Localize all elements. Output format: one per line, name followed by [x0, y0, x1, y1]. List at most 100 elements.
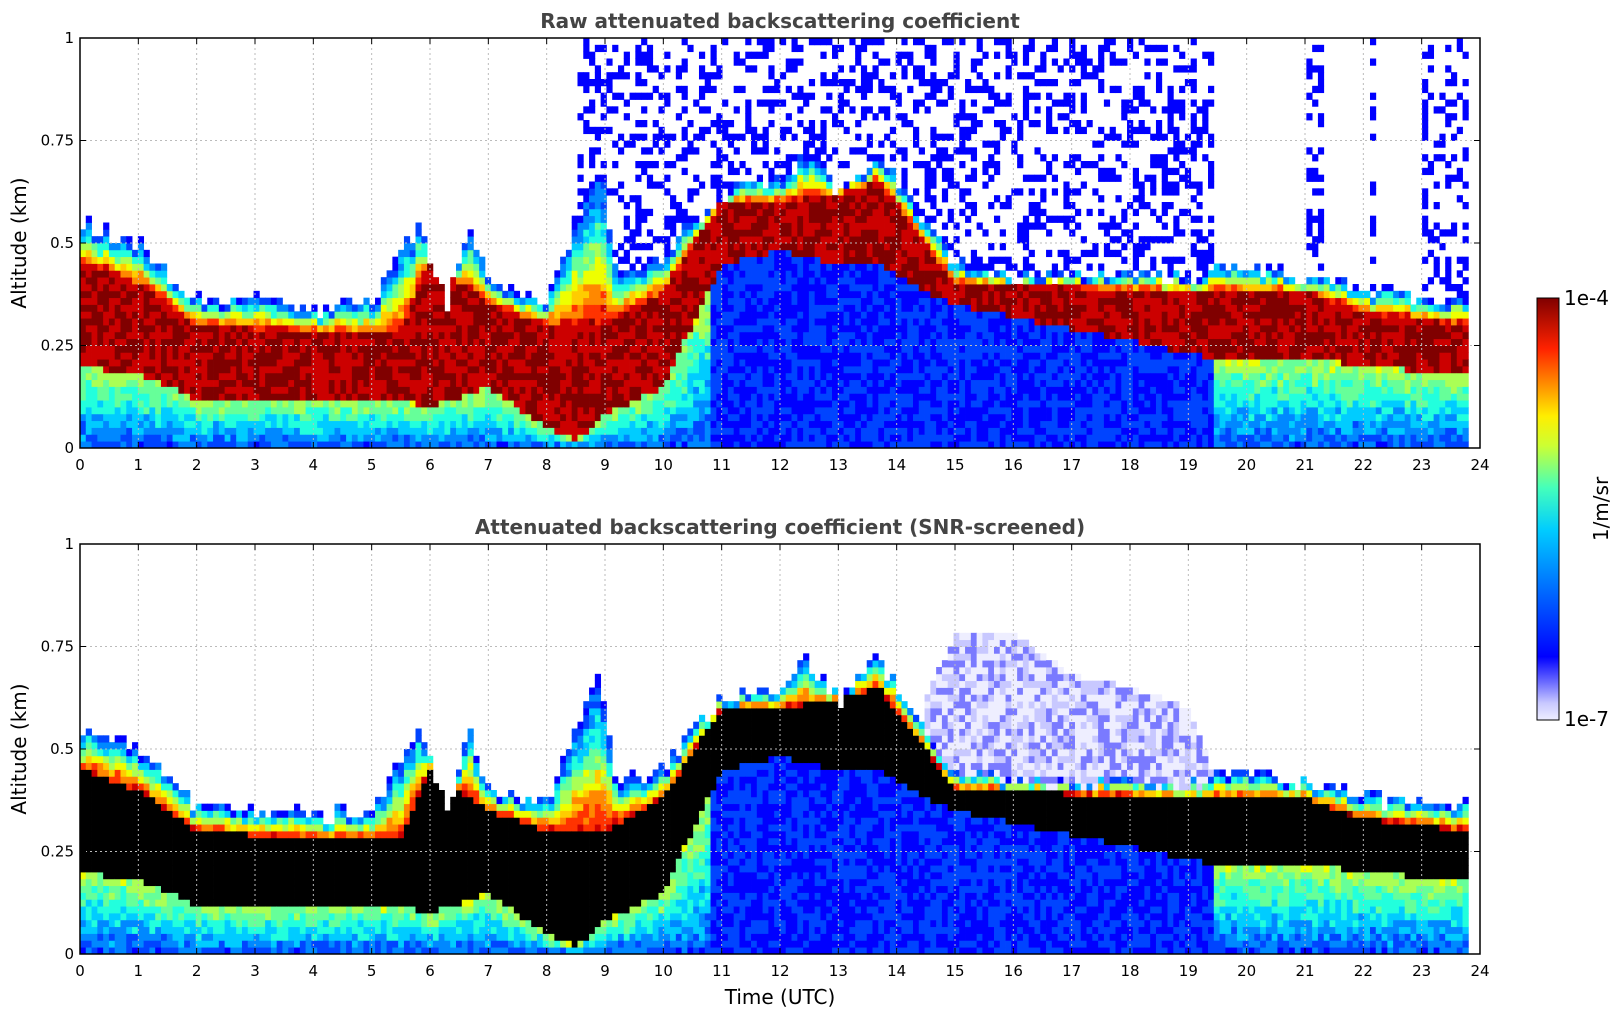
heatmap-cell-raw: [837, 44, 844, 53]
heatmap-cell-raw: [461, 407, 468, 415]
heatmap-cell-raw: [502, 434, 509, 442]
heatmap-cell-raw: [889, 243, 897, 251]
heatmap-cell-raw: [947, 290, 954, 299]
heatmap-cell-raw: [658, 72, 665, 80]
heatmap-cell-raw: [756, 215, 763, 223]
heatmap-cell-raw: [502, 379, 509, 387]
heatmap-cell-raw: [791, 38, 798, 46]
heatmap-cell-raw: [294, 386, 301, 394]
heatmap-cell-raw: [704, 215, 711, 223]
heatmap-cell-raw: [276, 338, 283, 346]
heatmap-cell-raw: [670, 325, 677, 333]
heatmap-cell-raw: [126, 379, 133, 387]
heatmap-cell-raw: [195, 290, 202, 299]
heatmap-cell-raw: [467, 284, 474, 292]
heatmap-cell-raw: [698, 345, 706, 353]
heatmap-cell-raw: [623, 386, 630, 394]
heatmap-cell-raw: [322, 441, 330, 448]
heatmap-cell-raw: [733, 434, 740, 442]
heatmap-cell-raw: [727, 284, 735, 292]
heatmap-cell-raw: [502, 400, 509, 408]
heatmap-cell-raw: [583, 290, 590, 299]
heatmap-cell-raw: [768, 352, 775, 360]
heatmap-cell-raw: [826, 249, 833, 258]
heatmap-cell-raw: [722, 434, 729, 442]
heatmap-cell-raw: [594, 133, 602, 141]
heatmap-cell-raw: [681, 304, 688, 312]
heatmap-cell-raw: [490, 366, 497, 374]
heatmap-cell-raw: [97, 311, 104, 319]
heatmap-cell-raw: [820, 147, 827, 155]
heatmap-cell-raw: [913, 325, 920, 333]
heatmap-cell-raw: [681, 366, 688, 374]
heatmap-cell-raw: [606, 379, 613, 387]
heatmap-cell-raw: [733, 284, 740, 292]
heatmap-cell-raw: [658, 92, 665, 100]
heatmap-cell-raw: [733, 393, 740, 401]
heatmap-cell-raw: [85, 331, 92, 340]
heatmap-cell-raw: [317, 379, 324, 387]
heatmap-cell-raw: [918, 407, 925, 415]
heatmap-cell-raw: [351, 441, 359, 448]
heatmap-cell-raw: [670, 133, 677, 141]
heatmap-cell-raw: [774, 393, 781, 401]
heatmap-cell-raw: [745, 65, 752, 73]
heatmap-cell-raw: [525, 290, 532, 299]
heatmap-cell-raw: [704, 304, 711, 312]
heatmap-cell-raw: [207, 427, 214, 435]
heatmap-cell-raw: [635, 304, 642, 312]
heatmap-cell-raw: [589, 154, 596, 162]
heatmap-cell-raw: [467, 277, 474, 285]
heatmap-cell-raw: [398, 263, 405, 271]
heatmap-cell-raw: [895, 297, 902, 305]
heatmap-cell-raw: [658, 147, 665, 155]
heatmap-cell-raw: [276, 407, 283, 415]
heatmap-cell-raw: [924, 229, 931, 237]
heatmap-cell-raw: [143, 372, 150, 381]
heatmap-cell-raw: [160, 318, 168, 326]
heatmap-cell-raw: [797, 44, 804, 53]
heatmap-cell-raw: [114, 304, 121, 312]
heatmap-cell-raw: [496, 366, 503, 374]
heatmap-cell-raw: [820, 379, 827, 387]
heatmap-cell-raw: [137, 413, 145, 422]
heatmap-cell-raw: [155, 372, 162, 381]
heatmap-cell-raw: [322, 311, 330, 319]
heatmap-cell-raw: [913, 229, 920, 237]
heatmap-cell-raw: [797, 393, 804, 401]
heatmap-cell-raw: [745, 126, 752, 135]
heatmap-cell-raw: [768, 441, 775, 448]
heatmap-cell-raw: [241, 325, 249, 333]
heatmap-cell-raw: [479, 297, 486, 305]
heatmap-cell-raw: [704, 331, 711, 340]
heatmap-cell-raw: [797, 304, 804, 312]
heatmap-cell-raw: [756, 407, 763, 415]
heatmap-cell-raw: [479, 284, 486, 292]
heatmap-cell-raw: [103, 297, 110, 305]
heatmap-cell-raw: [884, 243, 891, 251]
heatmap-cell-raw: [403, 427, 411, 435]
heatmap-cell-raw: [380, 297, 387, 305]
heatmap-cell-raw: [392, 366, 399, 374]
heatmap-cell-raw: [172, 400, 179, 408]
heatmap-cell-raw: [698, 359, 706, 367]
heatmap-cell-raw: [704, 413, 711, 422]
heatmap-cell-raw: [808, 140, 816, 148]
heatmap-cell-raw: [727, 325, 735, 333]
heatmap-cell-raw: [837, 284, 844, 292]
heatmap-cell-raw: [496, 400, 503, 408]
heatmap-cell-raw: [791, 441, 798, 448]
heatmap-cell-raw: [178, 345, 185, 353]
heatmap-cell-raw: [913, 413, 920, 422]
heatmap-cell-raw: [843, 393, 850, 401]
heatmap-cell-raw: [224, 311, 231, 319]
heatmap-cell-raw: [160, 407, 168, 415]
heatmap-cell-raw: [600, 393, 607, 401]
heatmap-cell-raw: [467, 359, 474, 367]
heatmap-cell-raw: [727, 181, 735, 189]
heatmap-cell-raw: [913, 434, 920, 442]
heatmap-cell-raw: [710, 345, 717, 353]
heatmap-cell-raw: [884, 215, 891, 223]
heatmap-cell-raw: [548, 407, 555, 415]
heatmap-cell-raw: [641, 331, 648, 340]
